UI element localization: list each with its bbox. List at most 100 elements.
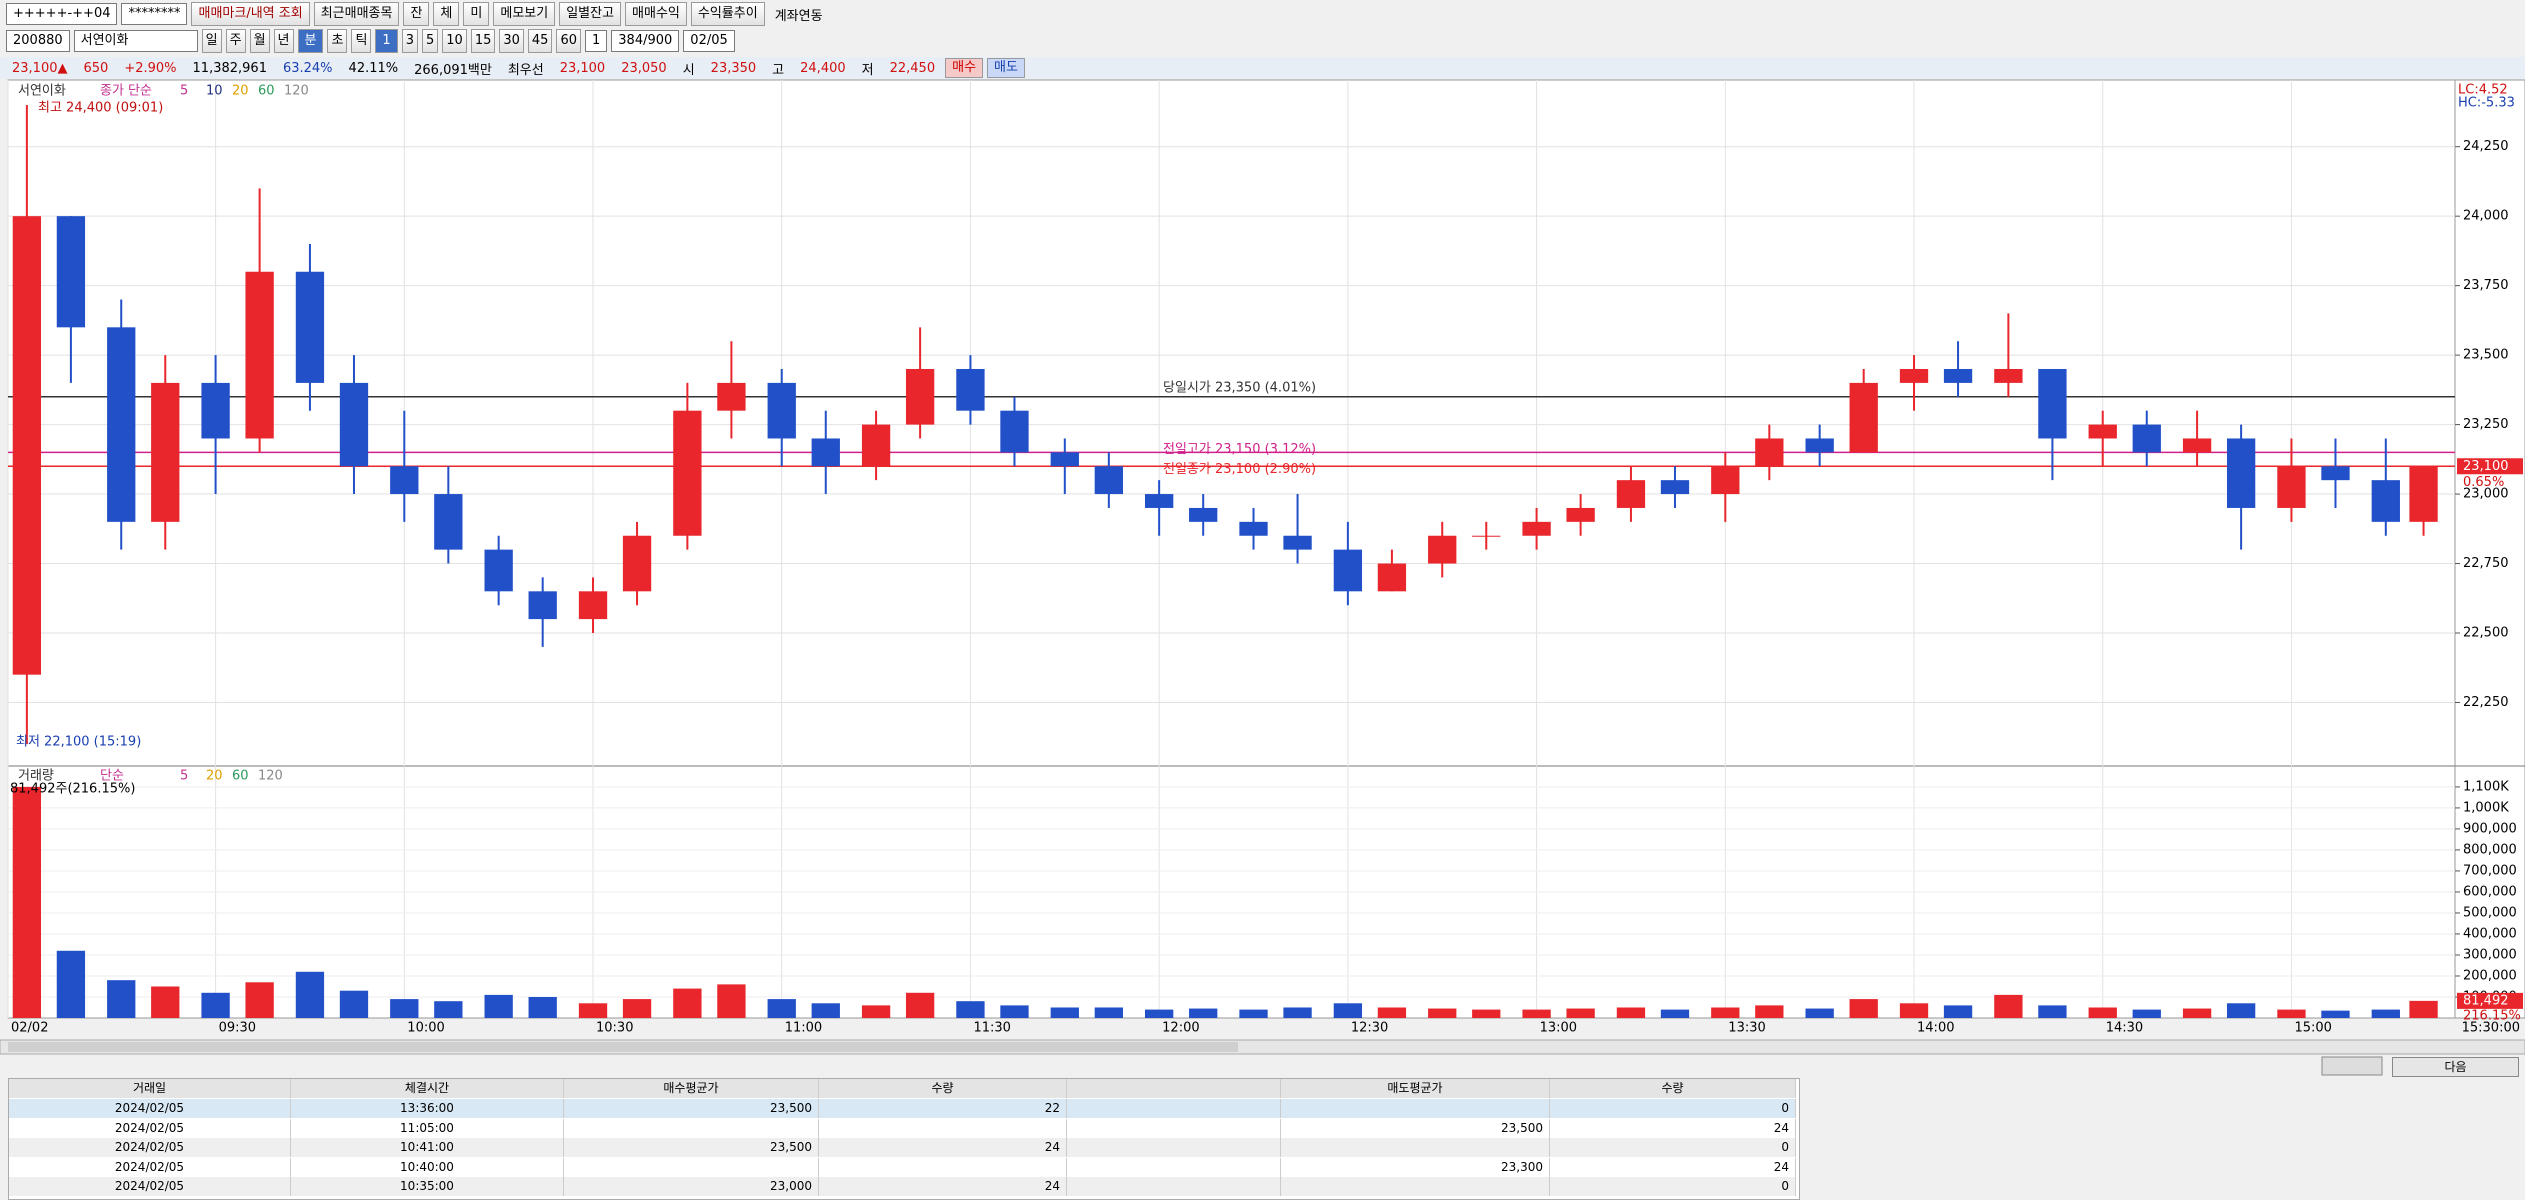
count[interactable]: 1 [585, 30, 608, 52]
volume-bar [673, 988, 702, 1018]
candle-body [1755, 438, 1784, 467]
volume-bar [717, 984, 746, 1018]
period-button[interactable]: 틱 [351, 29, 372, 53]
range[interactable]: 384/900 [611, 30, 680, 52]
candle-body [2132, 424, 2161, 453]
candle-body [434, 494, 463, 550]
last-price-tag [2457, 458, 2523, 475]
candle-body [1189, 507, 1218, 522]
table-cell [1281, 1099, 1550, 1118]
table-header [1067, 1079, 1281, 1098]
last-rate: 0.65% [2463, 475, 2504, 490]
candle-body [1094, 466, 1123, 495]
toggle-button[interactable] [2321, 1056, 2383, 1076]
candle-body [1000, 410, 1029, 453]
toolbar-button[interactable]: 잔 [403, 2, 430, 26]
toolbar-button[interactable]: 메모보기 [493, 2, 556, 26]
toolbar-button[interactable]: 수익률추이 [690, 2, 765, 26]
toolbar-button[interactable]: 일별잔고 [559, 2, 622, 26]
toolbar-button[interactable]: 최근매매종목 [313, 2, 400, 26]
toolbar-button[interactable]: 매매마크/내역 조회 [191, 2, 310, 26]
candle-body [673, 410, 702, 536]
password[interactable]: ******** [121, 3, 188, 25]
interval-button[interactable]: 45 [527, 29, 553, 53]
account-link[interactable]: 계좌연동 [774, 8, 823, 24]
volume-bar [1145, 1009, 1174, 1018]
trade-table: 거래일 체결시간 매수평균가 수량 매도평균가 수량 2024/02/05 13:36:00 2… [8, 1078, 1800, 1200]
candle-body [1660, 480, 1690, 495]
candle-body [390, 466, 419, 495]
period-button[interactable]: 월 [249, 29, 270, 53]
y-tick-label: 200,000 [2463, 968, 2517, 983]
quote-best-label: 최우선 [507, 62, 544, 78]
interval-button[interactable]: 30 [499, 29, 524, 53]
interval-button[interactable]: 5 [421, 29, 439, 53]
candle-body [1522, 521, 1551, 536]
legend-item: 20 [232, 84, 249, 99]
buy-button[interactable]: 매수 [945, 58, 984, 78]
period-button[interactable]: 년 [273, 29, 294, 53]
table-header: 매도평균가 [1281, 1079, 1550, 1098]
candle-body [1283, 535, 1312, 550]
volume-bar [339, 990, 369, 1018]
candle-body [1943, 369, 1973, 383]
candle-body [295, 271, 325, 383]
period-button[interactable]: 주 [225, 29, 246, 53]
table-cell [1281, 1138, 1550, 1157]
candle-body [811, 438, 840, 467]
period-button[interactable]: 분 [297, 29, 324, 53]
candle-body [1899, 369, 1929, 383]
next-button[interactable]: 다음 [2392, 1057, 2519, 1077]
legend-item: 5 [180, 84, 188, 99]
interval-button[interactable]: 10 [442, 29, 467, 53]
toolbar-button[interactable]: 체 [433, 2, 460, 26]
volume-bar [811, 1003, 840, 1018]
legend-item: 60 [232, 769, 249, 784]
table-cell [564, 1157, 819, 1177]
volume-bar [245, 982, 274, 1018]
toolbar-button[interactable]: 매매수익 [625, 2, 687, 26]
toolbar-button[interactable]: 미 [463, 2, 490, 26]
table-cell [1067, 1138, 1281, 1157]
sell-button[interactable]: 매도 [987, 58, 1025, 78]
volume-bar [1472, 1009, 1501, 1018]
end-time: 15:30:00 [2462, 1021, 2520, 1036]
interval-button[interactable]: 3 [401, 29, 418, 53]
legend-item: 120 [284, 84, 309, 99]
plot-area [7, 79, 2456, 1019]
y-tick-label: 900,000 [2463, 821, 2517, 836]
volume-bar [1660, 1009, 1690, 1018]
table-cell: 0 [1550, 1099, 1796, 1118]
table-cell [819, 1157, 1067, 1177]
table-cell: 2024/02/05 [9, 1118, 291, 1138]
table-cell: 24 [1550, 1157, 1796, 1177]
table-cell: 24 [819, 1177, 1067, 1196]
account[interactable]: +++++-++04 [6, 3, 118, 25]
volume-bar [861, 1005, 891, 1018]
candle-body [861, 424, 891, 467]
stock-name[interactable]: 서연이화 [73, 30, 198, 52]
interval-button[interactable]: 60 [556, 29, 581, 53]
period-button[interactable]: 일 [201, 29, 222, 53]
interval-button[interactable]: 1 [375, 29, 398, 53]
candle-body [2371, 480, 2400, 522]
table-cell: 13:36:00 [291, 1099, 564, 1118]
y-tick-label: 1,000K [2463, 800, 2509, 815]
interval-button[interactable]: 15 [470, 29, 496, 53]
candle-body [1849, 382, 1878, 453]
candle-body [339, 382, 369, 467]
stock-code[interactable]: 200880 [6, 30, 70, 52]
y-tick-label: 600,000 [2463, 884, 2517, 899]
date[interactable]: 02/05 [683, 30, 735, 52]
table-cell: 2024/02/05 [9, 1099, 291, 1118]
period-button[interactable]: 초 [327, 29, 348, 53]
table-header: 수량 [1550, 1079, 1796, 1098]
quote-low: 22,450 [889, 60, 936, 76]
x-tick-label: 10:00 [407, 1021, 444, 1036]
volume-bar [107, 980, 136, 1018]
volume-bar [2409, 1000, 2438, 1018]
scroll-thumb[interactable] [8, 1042, 1238, 1052]
quote-low-label: 저 [861, 62, 874, 78]
volume-bar [905, 992, 935, 1018]
